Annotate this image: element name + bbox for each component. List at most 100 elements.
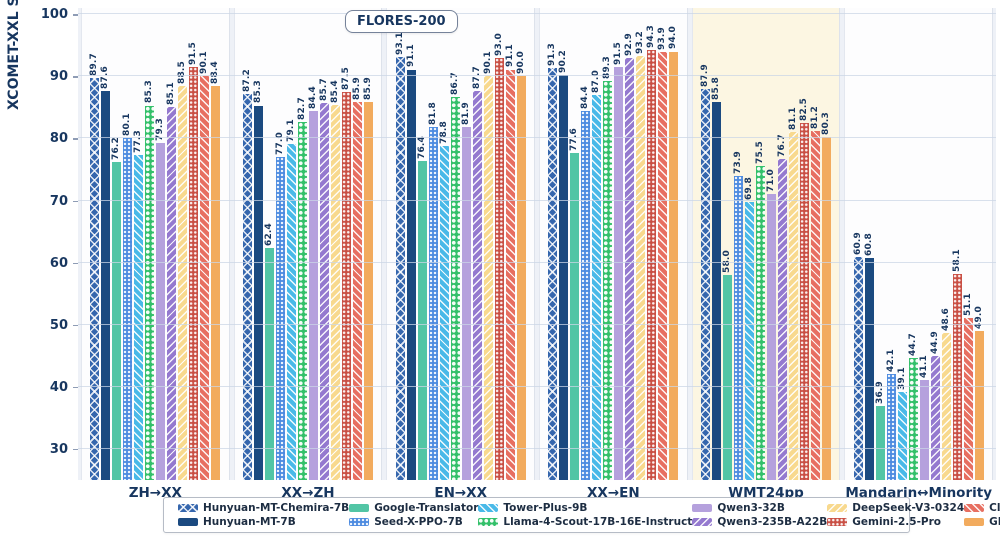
bar-fill <box>156 142 166 480</box>
bar-value-label: 91.5 <box>188 41 199 65</box>
bar-fill <box>952 274 962 480</box>
bar-value-label: 94.3 <box>646 24 657 48</box>
bar-Hunyuan-MT-7B: 60.8 <box>864 8 874 480</box>
bar-DeepSeek-V3-0324: 85.4 <box>330 8 340 480</box>
bar-value-label: 84.4 <box>580 86 591 110</box>
bar-value-label: 91.1 <box>405 44 416 68</box>
bar-value-label: 85.9 <box>352 76 362 100</box>
bar-value-label: 75.5 <box>755 141 766 165</box>
legend-label: Hunyuan-MT-7B <box>203 516 296 528</box>
bar-value-label: 76.4 <box>416 135 427 159</box>
bar-value-label: 85.3 <box>144 80 155 104</box>
bar-value-label: 87.2 <box>242 68 252 92</box>
bar-fill <box>505 69 515 480</box>
bar-value-label: 88.5 <box>177 60 188 84</box>
bar-fill <box>101 91 111 480</box>
bar-value-label: 93.2 <box>635 31 646 55</box>
bar-Gemini-2.5-Pro: 58.1 <box>952 8 962 480</box>
bar-fill <box>494 57 504 480</box>
bar-value-label: 87.6 <box>100 66 111 90</box>
bar-value-label: 85.1 <box>166 81 177 105</box>
bar-Qwen3-235B-A22B: 85.7 <box>319 8 329 480</box>
bar-value-label: 87.0 <box>591 69 602 93</box>
bar-value-label: 79.1 <box>286 118 296 142</box>
legend-item-Qwen3-32B: Qwen3-32B <box>692 502 827 514</box>
bar-fill <box>789 131 799 480</box>
bar-fill <box>767 194 777 480</box>
bar-fill <box>276 157 285 480</box>
bar-value-label: 94.0 <box>668 26 679 50</box>
y-tick-label-90: 90 <box>49 69 68 85</box>
legend-column-1: Hunyuan-MT-Chemira-7B Hunyuan-MT-7B <box>178 502 349 528</box>
bar-fill <box>941 333 951 480</box>
bar-Qwen3-235B-A22B: 87.7 <box>472 8 482 480</box>
legend-item-DeepSeek-V3-0324: DeepSeek-V3-0324 <box>827 502 964 514</box>
bar-Claude-Sonnet-4: 51.1 <box>962 8 973 480</box>
bar-GPT-4.1: 85.9 <box>363 8 373 480</box>
bar-Gemini-2.5-Pro: 82.5 <box>799 8 810 480</box>
bar-fill <box>342 91 351 480</box>
bar-Tower-Plus-9B: 79.1 <box>286 8 296 480</box>
bar-fill <box>822 136 832 480</box>
bar-DeepSeek-V3-0324: 93.2 <box>635 8 646 480</box>
bar-value-label: 81.9 <box>460 101 471 125</box>
category-band-3: 93.1 91.1 76.4 81.8 78.8 86.7 81.9 87.7 90.1 93.0… <box>386 8 536 501</box>
bar-value-label: 91.1 <box>504 44 515 68</box>
bar-fill <box>254 105 263 480</box>
bar-fill <box>581 111 591 480</box>
bar-fill <box>864 257 874 480</box>
bar-Hunyuan-MT-7B: 85.8 <box>711 8 722 480</box>
bar-Seed-X-PPO-7B: 42.1 <box>886 8 896 480</box>
bar-fill <box>974 330 984 480</box>
bar-value-label: 88.4 <box>210 61 221 85</box>
legend-item-Tower-Plus-9B: Tower-Plus-9B <box>478 502 692 514</box>
bar-value-label: 51.1 <box>962 292 973 316</box>
legend-item-Hunyuan-MT-Chemira-7B: Hunyuan-MT-Chemira-7B <box>178 502 349 514</box>
legend: Hunyuan-MT-Chemira-7B Hunyuan-MT-7B Google… <box>163 497 1000 533</box>
bar-Llama-4-Scout-17B-16E-Instruct: 89.3 <box>602 8 613 480</box>
bar-Llama-4-Scout-17B-16E-Instruct: 75.5 <box>755 8 766 480</box>
bar-Llama-4-Scout-17B-16E-Instruct: 44.7 <box>908 8 918 480</box>
bar-Qwen3-235B-A22B: 85.1 <box>166 8 177 480</box>
bar-fill <box>625 58 635 480</box>
legend-label: DeepSeek-V3-0324 <box>852 502 965 514</box>
bar-fill <box>189 67 199 480</box>
bar-value-label: 60.9 <box>852 231 863 255</box>
bar-fill <box>439 145 449 480</box>
legend-label: Tower-Plus-9B <box>503 502 588 514</box>
legend-label: Qwen3-235B-A22B <box>717 516 828 528</box>
legend-item-Google-Translator: Google-Translator <box>349 502 478 514</box>
bar-Gemini-2.5-Pro: 93.0 <box>494 8 504 480</box>
bar-GPT-4.1: 90.0 <box>515 8 526 480</box>
bar-fill <box>908 357 918 480</box>
bar-fill <box>428 127 438 480</box>
bar-DeepSeek-V3-0324: 81.1 <box>788 8 799 480</box>
legend-swatch-icon <box>692 504 713 512</box>
bar-fill <box>211 86 221 480</box>
bar-Qwen3-32B: 79.3 <box>155 8 166 480</box>
legend-swatch-icon <box>349 504 370 512</box>
y-tick-label-70: 70 <box>49 193 68 209</box>
bar-Google-Translator: 36.9 <box>875 8 885 480</box>
bar-DeepSeek-V3-0324: 90.1 <box>483 8 493 480</box>
bar-fill <box>853 257 863 480</box>
legend-swatch-icon <box>478 518 499 526</box>
bar-fill <box>756 166 766 480</box>
bar-Hunyuan-MT-Chemira-7B: 93.1 <box>395 8 405 480</box>
bar-Hunyuan-MT-Chemira-7B: 60.9 <box>852 8 863 480</box>
bar-value-label: 93.9 <box>657 27 668 51</box>
legend-item-GPT-4.1: GPT-4.1 <box>964 516 1000 528</box>
bar-Seed-X-PPO-7B: 80.1 <box>122 8 133 480</box>
bar-fill <box>364 101 373 480</box>
legend-label: Claude-Sonnet-4 <box>989 502 1000 514</box>
bar-fill <box>886 373 896 480</box>
bar-Claude-Sonnet-4: 91.1 <box>504 8 515 480</box>
bar-fill <box>516 76 526 480</box>
bar-Tower-Plus-9B: 77.3 <box>133 8 144 480</box>
bar-value-label: 90.0 <box>515 51 526 75</box>
bar-value-label: 79.3 <box>155 117 166 141</box>
legend-item-Gemini-2.5-Pro: Gemini-2.5-Pro <box>827 516 964 528</box>
bar-Gemini-2.5-Pro: 87.5 <box>341 8 351 480</box>
bar-fill <box>658 52 668 480</box>
bar-Qwen3-32B: 81.9 <box>460 8 471 480</box>
